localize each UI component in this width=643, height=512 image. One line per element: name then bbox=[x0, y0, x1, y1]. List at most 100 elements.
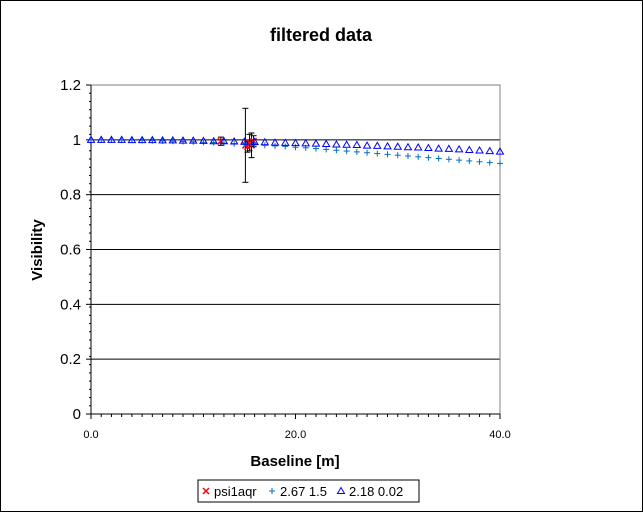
data-point bbox=[403, 142, 413, 151]
triangle-marker bbox=[137, 135, 147, 144]
y-axis-title: Visibility bbox=[29, 219, 46, 281]
chart-title: filtered data bbox=[270, 25, 373, 45]
x-tick-label: 0.0 bbox=[83, 429, 98, 441]
y-axis: 0 0.2 0.4 0.6 0.8 1 1.2 bbox=[60, 77, 92, 423]
data-point bbox=[107, 135, 116, 143]
data-point bbox=[272, 142, 279, 149]
legend-label: psi1aqr bbox=[214, 484, 257, 499]
triangle-marker bbox=[393, 142, 403, 150]
legend: psi1aqr 2.67 1.5 2.18 0.02 bbox=[197, 479, 420, 503]
x-tick-label: 20.0 bbox=[285, 429, 306, 441]
data-point bbox=[280, 138, 290, 146]
triangle-marker bbox=[321, 139, 331, 147]
triangle-marker bbox=[117, 135, 127, 143]
data-point bbox=[343, 148, 350, 155]
data-point bbox=[282, 143, 289, 150]
data-point bbox=[415, 153, 422, 160]
triangle-marker bbox=[424, 143, 433, 152]
legend-item: psi1aqr bbox=[202, 484, 257, 499]
data-point bbox=[137, 135, 147, 144]
data-point bbox=[485, 146, 495, 155]
legend-items: psi1aqr 2.67 1.5 2.18 0.02 bbox=[202, 484, 403, 499]
data-point bbox=[404, 153, 411, 160]
data-point bbox=[364, 149, 371, 156]
triangle-marker bbox=[250, 137, 259, 146]
triangle-marker bbox=[475, 146, 484, 154]
data-point bbox=[424, 143, 433, 152]
data-point bbox=[444, 144, 454, 152]
data-point bbox=[178, 136, 188, 144]
data-point bbox=[383, 141, 392, 150]
data-point bbox=[352, 140, 362, 149]
data-point bbox=[374, 150, 381, 157]
data-point bbox=[466, 157, 473, 164]
data-point bbox=[240, 137, 249, 145]
triangle-marker bbox=[291, 138, 300, 147]
data-point bbox=[497, 160, 503, 167]
data-point bbox=[434, 144, 444, 152]
data-point bbox=[332, 140, 341, 148]
x-axis: 0.0 20.0 40.0 bbox=[83, 413, 511, 441]
triangle-marker bbox=[107, 135, 116, 143]
triangle-marker bbox=[495, 147, 505, 155]
data-point bbox=[342, 140, 351, 148]
triangle-marker bbox=[209, 136, 219, 145]
data-point bbox=[200, 139, 207, 146]
y-tick-label: 0.6 bbox=[60, 242, 81, 259]
triangle-marker bbox=[444, 144, 454, 152]
triangle-marker bbox=[270, 138, 280, 146]
legend-box bbox=[197, 479, 420, 503]
data-point bbox=[209, 136, 219, 145]
triangle-marker bbox=[352, 140, 362, 149]
triangle-marker bbox=[342, 140, 351, 148]
data-point bbox=[464, 145, 474, 153]
data-point bbox=[456, 157, 463, 164]
triangle-marker bbox=[383, 141, 392, 150]
data-point bbox=[147, 135, 157, 144]
data-point bbox=[454, 144, 464, 153]
triangle-marker bbox=[168, 135, 178, 144]
triangle-marker bbox=[301, 138, 311, 147]
data-point bbox=[445, 156, 452, 163]
triangle-marker bbox=[199, 136, 208, 144]
triangle-marker bbox=[485, 146, 495, 155]
legend-item: 2.67 1.5 bbox=[269, 484, 327, 499]
triangle-marker bbox=[188, 136, 198, 144]
data-point bbox=[372, 141, 382, 149]
triangle-marker bbox=[454, 144, 464, 153]
legend-label: 2.18 0.02 bbox=[349, 484, 403, 499]
triangle-marker bbox=[372, 141, 382, 149]
triangle-marker bbox=[434, 144, 444, 152]
data-point bbox=[495, 147, 505, 155]
data-point bbox=[250, 137, 259, 146]
y-tick-label: 1 bbox=[73, 132, 81, 149]
data-point bbox=[291, 138, 300, 147]
legend-label: 2.67 1.5 bbox=[280, 484, 327, 499]
triangle-marker bbox=[96, 135, 106, 143]
triangle-marker bbox=[336, 486, 346, 494]
data-point bbox=[270, 138, 280, 146]
data-point bbox=[321, 139, 331, 147]
series-layer bbox=[86, 107, 505, 183]
data-point bbox=[199, 136, 208, 144]
data-point bbox=[311, 139, 321, 147]
y-tick-label: 1.2 bbox=[60, 77, 81, 94]
data-point bbox=[188, 136, 198, 144]
data-point bbox=[210, 139, 217, 146]
triangle-marker bbox=[240, 137, 249, 145]
triangle-marker bbox=[147, 135, 157, 144]
data-point bbox=[333, 147, 340, 154]
triangle-marker bbox=[219, 136, 229, 145]
triangle-marker bbox=[280, 138, 290, 146]
data-point bbox=[261, 142, 268, 149]
data-point bbox=[301, 138, 311, 147]
data-point bbox=[425, 154, 432, 161]
x-marker-b bbox=[202, 487, 210, 495]
data-point bbox=[393, 142, 403, 150]
triangle-marker bbox=[178, 136, 188, 144]
triangle-marker bbox=[332, 140, 341, 148]
triangle-marker bbox=[229, 136, 239, 145]
x-axis-title: Baseline [m] bbox=[250, 453, 339, 470]
triangle-marker bbox=[127, 135, 137, 144]
data-point bbox=[260, 137, 270, 146]
